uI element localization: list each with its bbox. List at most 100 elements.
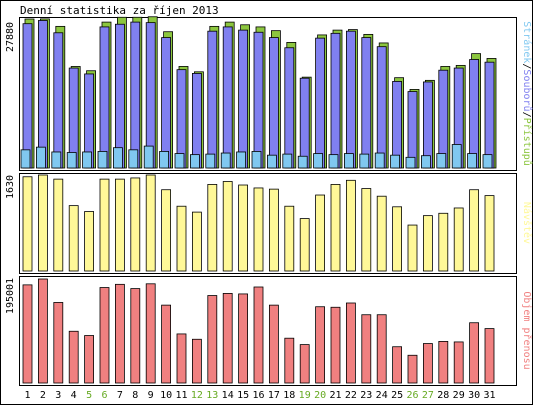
bar-pages xyxy=(482,154,493,169)
bar-kbytes xyxy=(407,354,418,384)
x-tick-label: 13 xyxy=(206,390,218,401)
bar-files xyxy=(238,29,249,169)
bar-visits xyxy=(438,212,449,272)
bar-files xyxy=(284,47,295,169)
bar-kbytes xyxy=(422,343,433,384)
bar-pages xyxy=(343,153,354,169)
bar-kbytes xyxy=(330,306,341,384)
bar-pages xyxy=(390,154,401,169)
bar-pages xyxy=(251,151,262,169)
bar-visits xyxy=(453,207,464,272)
x-tick-label: 7 xyxy=(117,390,123,401)
bar-files xyxy=(53,32,64,169)
x-tick-label: 22 xyxy=(345,390,357,401)
bar-visits xyxy=(376,195,387,272)
bar-kbytes xyxy=(453,341,464,384)
bar-files xyxy=(22,23,33,169)
bar-pages xyxy=(420,155,431,169)
bar-pages xyxy=(82,151,92,169)
bar-kbytes xyxy=(115,283,125,384)
x-tick-label: 15 xyxy=(237,390,249,401)
bar-pages xyxy=(467,153,478,169)
bar-pages xyxy=(359,153,370,169)
bar-pages xyxy=(189,154,200,169)
bar-files xyxy=(315,37,326,169)
bar-kbytes xyxy=(438,341,449,384)
bar-visits xyxy=(161,189,172,272)
bar-visits xyxy=(53,178,64,272)
bar-visits xyxy=(191,211,202,272)
bar-visits xyxy=(99,178,110,272)
panel-hits-files-pages: 27880 Stránek/Souborů/Přístupů xyxy=(5,16,533,171)
bar-pages xyxy=(51,151,62,169)
bar-kbytes xyxy=(469,322,480,384)
panel-kbytes: 195001 Objem přenosu xyxy=(5,276,533,386)
bar-pages xyxy=(436,153,447,169)
y-max-label: 1630 xyxy=(5,175,16,199)
bar-visits xyxy=(422,215,433,272)
x-tick-label: 12 xyxy=(191,390,203,401)
bar-pages xyxy=(266,154,277,169)
x-tick-label: 19 xyxy=(299,390,311,401)
bar-kbytes xyxy=(299,344,310,384)
bar-pages xyxy=(36,146,46,169)
bar-files xyxy=(207,30,218,169)
bar-files xyxy=(253,31,264,169)
bar-files xyxy=(345,30,356,169)
bar-kbytes xyxy=(84,335,94,384)
bar-pages xyxy=(282,153,293,169)
chart-panels: 27880 Stránek/Souborů/Přístupů 1630 Návštěv… xyxy=(5,16,533,386)
bar-kbytes xyxy=(68,330,79,384)
bar-kbytes xyxy=(176,333,187,384)
bar-kbytes xyxy=(207,295,218,384)
x-tick-label: 4 xyxy=(71,390,77,401)
bar-pages xyxy=(451,144,462,169)
bar-visits xyxy=(22,176,33,272)
bar-visits xyxy=(330,184,341,272)
x-tick-label: 30 xyxy=(468,390,480,401)
bar-files xyxy=(484,61,495,169)
bar-pages xyxy=(220,152,231,169)
legend-entry: Přístupů xyxy=(521,118,533,166)
bar-kbytes xyxy=(484,328,495,384)
bar-visits xyxy=(207,184,218,272)
bar-visits xyxy=(392,206,403,272)
bar-pages xyxy=(66,152,77,169)
bar-kbytes xyxy=(345,302,356,384)
bar-kbytes xyxy=(130,288,141,384)
bar-visits xyxy=(361,188,372,272)
bar-kbytes xyxy=(145,283,156,384)
legend-visits: Návštěv xyxy=(521,202,533,244)
bar-kbytes xyxy=(161,304,172,384)
x-tick-label: 14 xyxy=(222,390,234,401)
bar-pages xyxy=(236,151,247,169)
bar-kbytes xyxy=(222,293,233,384)
bar-files xyxy=(38,20,48,169)
bar-files xyxy=(361,37,372,169)
bar-kbytes xyxy=(392,346,403,384)
x-tick-label: 16 xyxy=(252,390,264,401)
bar-pages xyxy=(297,155,308,169)
bar-kbytes xyxy=(53,302,64,384)
legend-separator: / xyxy=(521,112,532,118)
bar-files xyxy=(99,26,110,169)
x-tick-label: 26 xyxy=(406,390,418,401)
bar-files xyxy=(130,21,141,169)
x-tick-label: 18 xyxy=(283,390,295,401)
bar-pages xyxy=(97,151,108,169)
bar-files xyxy=(268,37,279,169)
x-tick-label: 6 xyxy=(101,390,107,401)
x-tick-label: 23 xyxy=(360,390,372,401)
bar-files xyxy=(330,32,341,169)
bar-files xyxy=(469,59,480,169)
x-tick-label: 9 xyxy=(148,390,154,401)
x-tick-label: 28 xyxy=(437,390,449,401)
legend-hits-files-pages: Stránek/Souborů/Přístupů xyxy=(521,21,533,166)
bar-files xyxy=(299,77,310,169)
bar-pages xyxy=(128,149,139,169)
x-tick-label: 21 xyxy=(329,390,341,401)
x-tick-label: 1 xyxy=(24,390,30,401)
panel-visits: 1630 Návštěv xyxy=(5,173,533,274)
x-tick-label: 24 xyxy=(376,390,388,401)
